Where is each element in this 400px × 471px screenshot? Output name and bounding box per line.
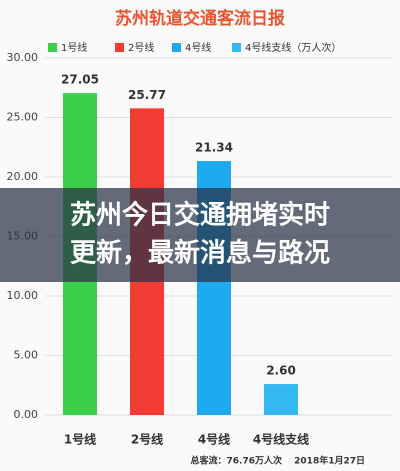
value-label: 21.34 [195, 141, 233, 155]
legend-swatch [172, 43, 181, 52]
value-label: 25.77 [128, 88, 166, 102]
x-tick-label: 1号线 [64, 432, 96, 447]
legend-swatch [115, 43, 124, 52]
value-label: 27.05 [61, 73, 99, 87]
legend-label: 4号线 [185, 41, 211, 54]
y-tick-label: 5.00 [14, 349, 39, 362]
chart-title: 苏州轨道交通客流日报 [115, 8, 285, 29]
legend-swatch [232, 43, 241, 52]
legend-label: 2号线 [128, 41, 154, 54]
y-tick-label: 10.00 [7, 289, 39, 302]
x-tick-label: 2号线 [131, 432, 163, 447]
overlay-line: 苏州今日交通拥堵实时 [70, 200, 330, 231]
x-tick-label: 4号线支线 [253, 432, 309, 447]
y-tick-label: 20.00 [7, 170, 39, 183]
footer-total: 总客流：76.76万人次 [191, 455, 282, 467]
x-tick-label: 4号线 [198, 432, 230, 447]
y-tick-label: 25.00 [7, 111, 39, 124]
value-label: 2.60 [266, 364, 296, 378]
y-tick-label: 30.00 [7, 51, 39, 64]
legend-swatch [48, 43, 57, 52]
legend-label: 1号线 [61, 41, 87, 54]
y-tick-label: 0.00 [14, 408, 39, 421]
footer-date: 2018年1月27日 [294, 455, 365, 467]
bar [264, 384, 298, 415]
overlay-line: 更新，最新消息与路况 [70, 238, 330, 269]
legend-label: 4号线支线（万人次） [245, 41, 341, 54]
overlay-band [0, 188, 400, 282]
